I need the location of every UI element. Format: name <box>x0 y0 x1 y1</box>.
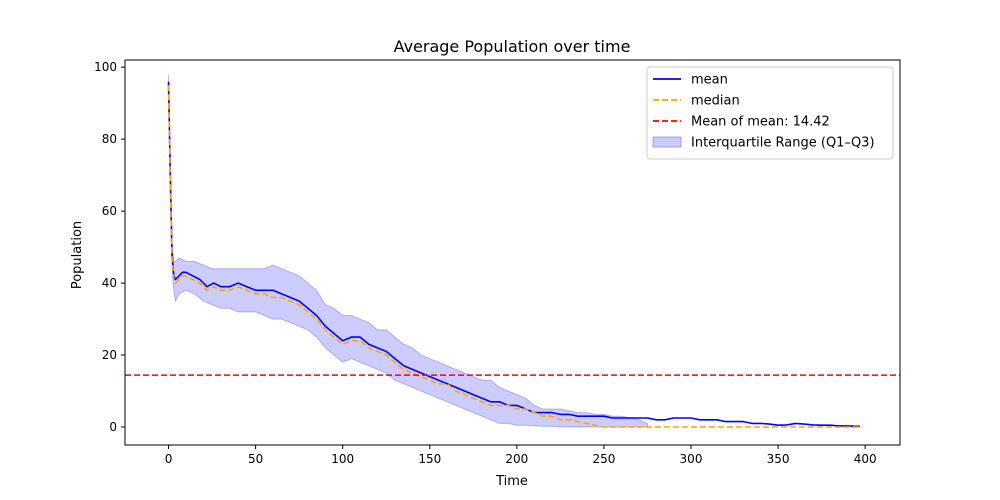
iqr-band <box>168 74 648 428</box>
x-tick-label: 150 <box>418 452 441 466</box>
plot-frame <box>124 59 901 446</box>
legend-box <box>646 66 894 160</box>
x-tick-label: 350 <box>767 452 790 466</box>
y-tick-label: 20 <box>102 348 117 362</box>
y-tick-label: 40 <box>102 276 117 290</box>
chart-title: Average Population over time <box>394 37 631 56</box>
y-tick-label: 100 <box>94 60 117 74</box>
x-tick-label: 300 <box>680 452 703 466</box>
legend: mean median Mean of mean: 14.42 Interquarti… <box>646 66 894 160</box>
y-axis-ticks: 0 20 40 60 80 100 <box>94 60 125 434</box>
legend-label: Mean of mean: 14.42 <box>691 115 830 130</box>
y-axis-label: Population <box>70 221 85 289</box>
x-tick-label: 0 <box>165 452 173 466</box>
series-median-line <box>167 85 860 428</box>
legend-label: mean <box>691 73 728 88</box>
plot-layer <box>125 74 900 428</box>
legend-swatch-band <box>652 136 682 148</box>
legend-label: Interquartile Range (Q1–Q3) <box>691 136 875 151</box>
x-axis-ticks: 0 50 100 150 200 250 300 350 400 <box>165 445 877 466</box>
x-tick-label: 100 <box>331 452 354 466</box>
x-tick-label: 250 <box>592 452 615 466</box>
x-tick-label: 200 <box>505 452 528 466</box>
x-axis-label: Time <box>495 474 528 489</box>
y-tick-label: 80 <box>102 132 117 146</box>
x-tick-label: 400 <box>854 452 877 466</box>
y-tick-label: 0 <box>109 420 117 434</box>
x-tick-label: 50 <box>248 452 263 466</box>
legend-label: median <box>691 94 740 109</box>
series-mean-line <box>167 81 860 428</box>
y-tick-label: 60 <box>102 204 117 218</box>
plot-area <box>124 59 901 446</box>
